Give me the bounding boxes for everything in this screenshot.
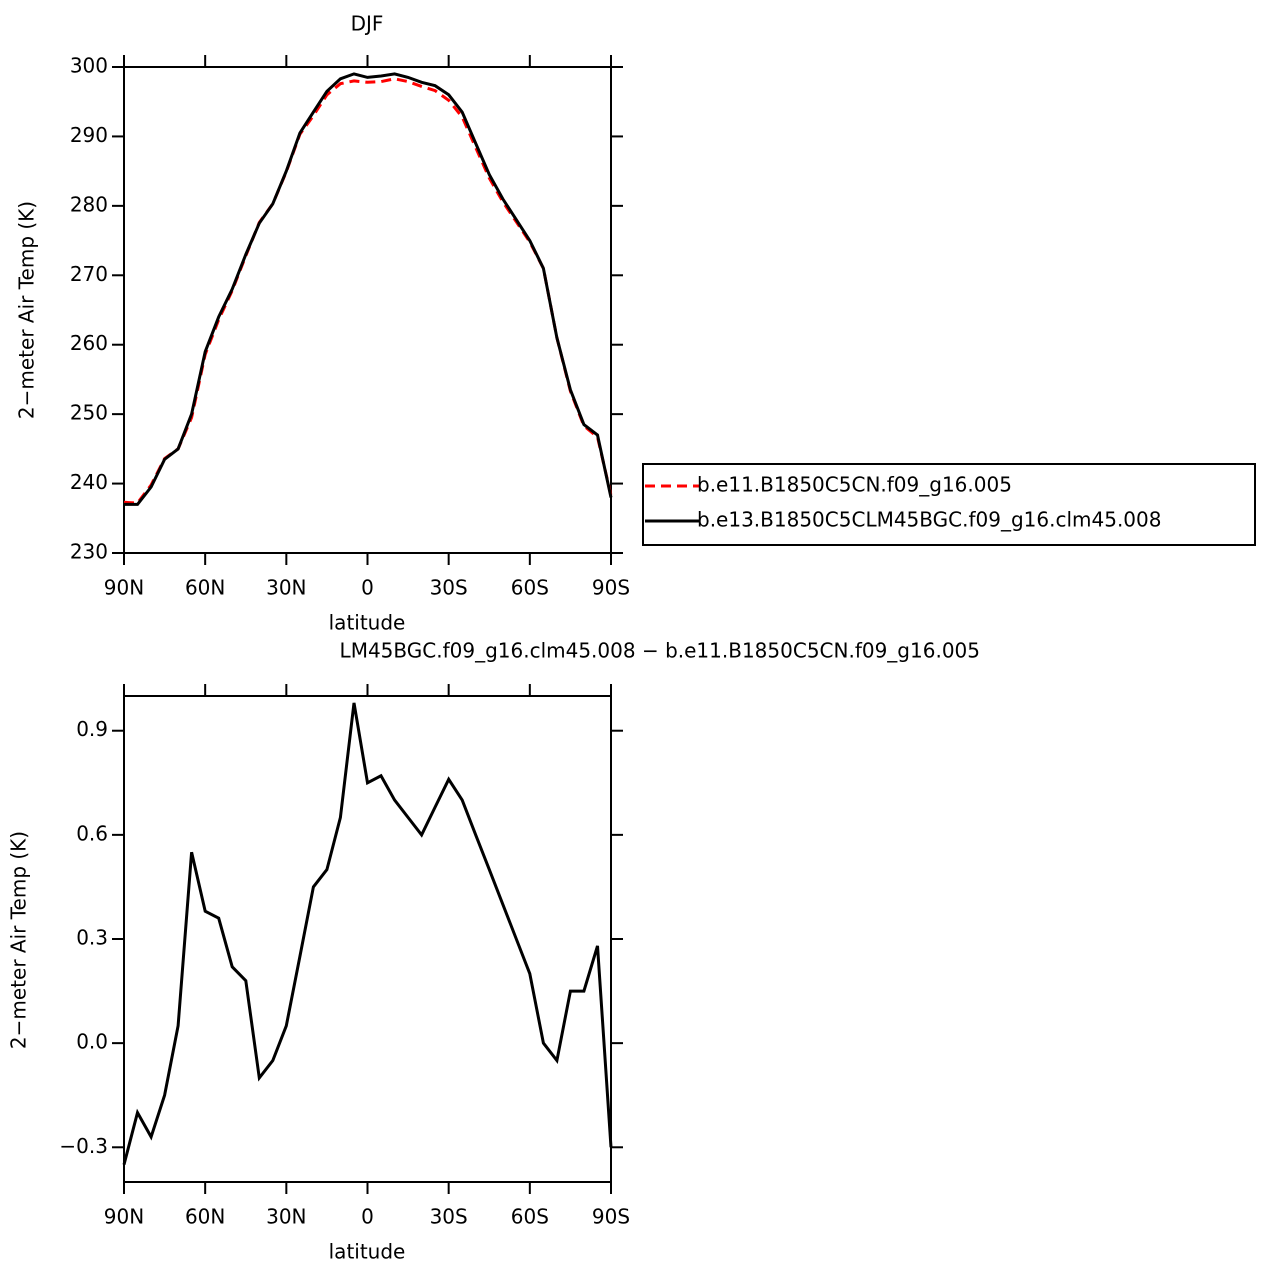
y-tick-label: 240 — [70, 470, 108, 494]
y-tick-label: 280 — [70, 192, 108, 216]
legend-label: b.e13.B1850C5CLM45BGC.f09_g16.clm45.008 — [697, 508, 1161, 532]
y-tick-label: −0.3 — [59, 1134, 108, 1158]
x-tick-label: 90N — [104, 1205, 144, 1229]
y-tick-label: 270 — [70, 262, 108, 286]
x-tick-label: 30S — [430, 1205, 468, 1229]
y-tick-label: 290 — [70, 123, 108, 147]
plot-frame — [123, 695, 612, 1183]
x-tick-label: 90S — [592, 576, 630, 600]
y-tick-label: 0.9 — [76, 717, 108, 741]
x-tick-label: 60N — [185, 1205, 225, 1229]
data-line — [124, 72, 613, 506]
data-line — [123, 77, 613, 505]
x-tick-label: 60S — [511, 576, 549, 600]
x-tick-label: 0 — [361, 576, 374, 600]
y-tick-label: 260 — [70, 331, 108, 355]
x-tick-label: 90N — [104, 576, 144, 600]
x-tick-label: 60N — [185, 576, 225, 600]
legend-label: b.e11.B1850C5CN.f09_g16.005 — [697, 473, 1012, 497]
y-tick-label: 300 — [70, 54, 108, 78]
x-axis-label: latitude — [329, 1240, 406, 1264]
x-tick-label: 60S — [511, 1205, 549, 1229]
y-axis-label: 2−meter Air Temp (K) — [15, 201, 39, 419]
y-tick-label: 0.0 — [76, 1030, 108, 1054]
y-axis-label: 2−meter Air Temp (K) — [7, 831, 31, 1049]
chart-title: LM45BGC.f09_g16.clm45.008 − b.e11.B1850C… — [340, 639, 980, 663]
x-tick-label: 30N — [266, 1205, 306, 1229]
chart-title: DJF — [351, 12, 384, 36]
x-tick-label: 90S — [592, 1205, 630, 1229]
y-tick-label: 0.6 — [76, 821, 108, 845]
x-tick-label: 30S — [430, 576, 468, 600]
plot-frame — [123, 66, 612, 554]
y-tick-label: 230 — [70, 540, 108, 564]
data-line — [122, 702, 613, 1165]
y-tick-label: 0.3 — [76, 926, 108, 950]
legend-box — [642, 463, 1256, 546]
y-tick-label: 250 — [70, 401, 108, 425]
x-axis-label: latitude — [329, 611, 406, 635]
x-tick-label: 30N — [266, 576, 306, 600]
x-tick-label: 0 — [361, 1205, 374, 1229]
